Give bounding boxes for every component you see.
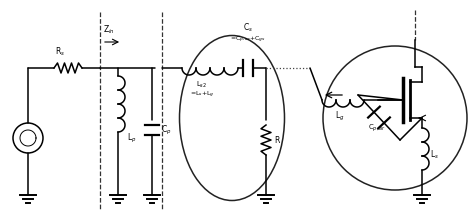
Text: L$_g$: L$_g$: [335, 110, 345, 123]
Text: =L$_s$+L$_g$: =L$_s$+L$_g$: [190, 90, 214, 100]
Text: R$_s$: R$_s$: [55, 46, 65, 58]
Text: C$_p$: C$_p$: [161, 123, 172, 137]
Text: L$_p$: L$_p$: [127, 131, 137, 145]
Text: Z$_{in}$: Z$_{in}$: [103, 24, 115, 36]
Text: =C$_{p,ar}$+C$_{gs}$: =C$_{p,ar}$+C$_{gs}$: [230, 35, 266, 45]
Text: C$_{p,ar}$: C$_{p,ar}$: [368, 122, 386, 134]
Text: C$_s$: C$_s$: [243, 22, 253, 34]
Text: L$_{s2}$: L$_{s2}$: [196, 80, 208, 90]
Text: L$_s$: L$_s$: [430, 149, 439, 161]
Text: R: R: [274, 135, 279, 145]
